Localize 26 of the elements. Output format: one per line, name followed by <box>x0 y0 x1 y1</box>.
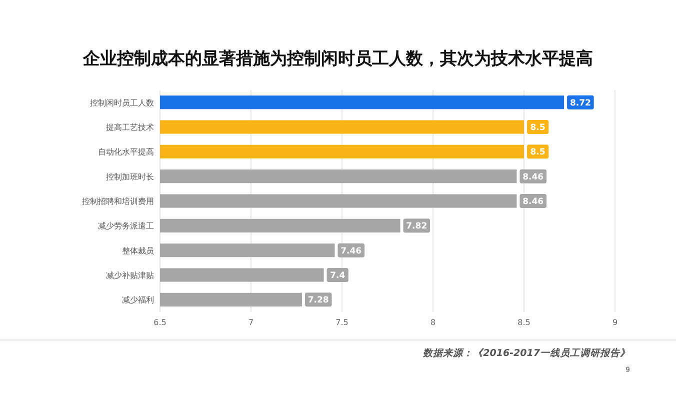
y-tick-label: 控制闲时员工人数 <box>90 98 154 108</box>
data-label: 8.72 <box>570 98 592 108</box>
x-tick-label: 7 <box>248 318 254 327</box>
y-tick-label: 减少劳务派遣工 <box>98 222 154 231</box>
source-note: 数据来源：《2016-2017一线员工调研报告》 <box>422 347 630 359</box>
y-tick-label: 自动化水平提高 <box>98 148 154 157</box>
y-tick-label: 提高工艺技术 <box>106 123 154 132</box>
x-tick-label: 8.5 <box>518 318 530 327</box>
data-label: 7.4 <box>330 271 346 281</box>
data-label: 7.46 <box>340 246 362 256</box>
x-tick-label: 7.5 <box>336 318 348 327</box>
data-label: 8.46 <box>522 197 544 207</box>
chart-title: 企业控制成本的显著措施为控制闲时员工人数，其次为技术水平提高 <box>82 49 593 69</box>
x-tick-label: 8 <box>430 318 436 327</box>
data-label: 8.5 <box>530 148 546 158</box>
data-label: 8.46 <box>522 172 544 182</box>
y-tick-label: 减少补贴津贴 <box>106 271 154 280</box>
data-label: 7.82 <box>406 222 428 232</box>
x-tick-label: 9 <box>612 318 618 327</box>
data-label: 7.28 <box>308 296 329 306</box>
y-tick-label: 控制加班时长 <box>106 172 154 182</box>
x-tick-label: 6.5 <box>154 318 166 327</box>
data-label: 8.5 <box>530 123 546 133</box>
y-tick-label: 控制招聘和培训费用 <box>82 197 154 206</box>
y-tick-label: 减少福利 <box>122 296 154 305</box>
y-tick-label: 整体裁员 <box>122 246 154 256</box>
